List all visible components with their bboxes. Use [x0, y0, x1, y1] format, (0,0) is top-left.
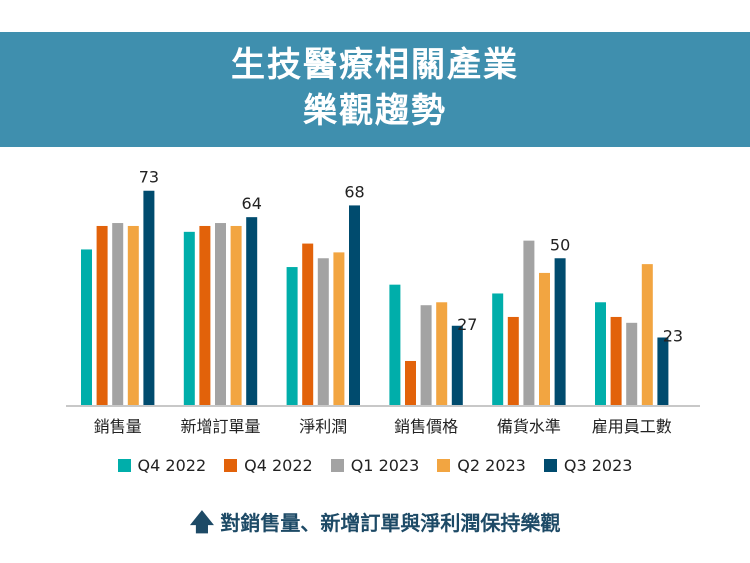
data-label: 50 — [550, 235, 570, 254]
bar — [436, 302, 448, 405]
bar — [183, 231, 195, 405]
legend-item: Q2 2023 — [437, 456, 526, 475]
bar — [317, 258, 329, 405]
data-label: 68 — [344, 182, 364, 201]
legend-item: Q4 2022 — [117, 456, 207, 475]
legend-swatch — [543, 459, 557, 472]
bar — [246, 217, 258, 405]
bar — [657, 337, 669, 405]
category-label: 銷售量 — [94, 417, 142, 436]
data-label: 27 — [457, 315, 477, 334]
bar — [112, 223, 124, 405]
legend-swatch — [437, 459, 451, 472]
bar — [507, 316, 519, 405]
category-label: 雇用員工數 — [592, 417, 672, 436]
bar — [96, 225, 108, 405]
legend-label: Q4 2022 — [137, 456, 207, 475]
bar — [595, 302, 606, 405]
legend-item: Q1 2023 — [330, 456, 420, 475]
bar — [127, 225, 139, 405]
bar — [523, 240, 535, 405]
footer-note: 🡅 對銷售量、新增訂單與淨利潤保持樂觀 — [0, 505, 750, 546]
footer-text: 對銷售量、新增訂單與淨利潤保持樂觀 — [220, 511, 561, 535]
legend-item: Q3 2023 — [543, 456, 633, 475]
legend-swatch — [117, 459, 131, 472]
legend-label: Q4 2022 — [244, 456, 313, 475]
data-label: 64 — [242, 194, 262, 213]
bar — [641, 264, 653, 405]
bar — [405, 360, 416, 405]
bar — [389, 284, 401, 405]
category-label: 新增訂單量 — [180, 417, 260, 436]
legend-swatch — [330, 459, 344, 472]
legend-label: Q1 2023 — [350, 456, 420, 475]
bar — [539, 272, 550, 405]
bar — [333, 252, 345, 405]
legend-label: Q2 2023 — [457, 456, 526, 475]
arrow-up-icon: 🡅 — [189, 508, 215, 536]
data-label: 73 — [139, 168, 159, 187]
bar — [286, 267, 298, 405]
data-label: 23 — [663, 326, 683, 345]
bar — [554, 258, 566, 405]
legend-swatch — [224, 459, 238, 472]
legend: Q4 2022 Q4 2022 Q1 2023 Q2 2023 Q3 2023 — [0, 456, 750, 475]
title-line-1: 生技醫療相關產業 — [231, 45, 519, 85]
bar — [199, 225, 211, 405]
title-banner: 生技醫療相關產業 樂觀趨勢 — [0, 32, 750, 147]
bar — [420, 305, 432, 405]
category-label: 淨利潤 — [299, 417, 347, 436]
category-label: 備貨水準 — [497, 417, 561, 436]
legend-item: Q4 2022 — [224, 456, 313, 475]
title-line-2: 樂觀趨勢 — [303, 91, 447, 131]
bar-chart: 73 銷售量 64 新增訂單量 68 淨利潤 27 銷售價格 50 備貨水準 23 雇用員工數 — [66, 168, 700, 436]
legend-label: Q3 2023 — [563, 456, 633, 475]
bar — [230, 225, 242, 405]
bar — [492, 293, 504, 405]
bar — [302, 243, 314, 405]
bar — [451, 325, 463, 405]
bar — [610, 316, 622, 405]
category-label: 銷售價格 — [394, 417, 458, 436]
bar — [215, 223, 226, 405]
bar — [81, 249, 92, 405]
bar — [626, 322, 638, 405]
bar — [143, 190, 155, 405]
bar — [349, 205, 360, 405]
